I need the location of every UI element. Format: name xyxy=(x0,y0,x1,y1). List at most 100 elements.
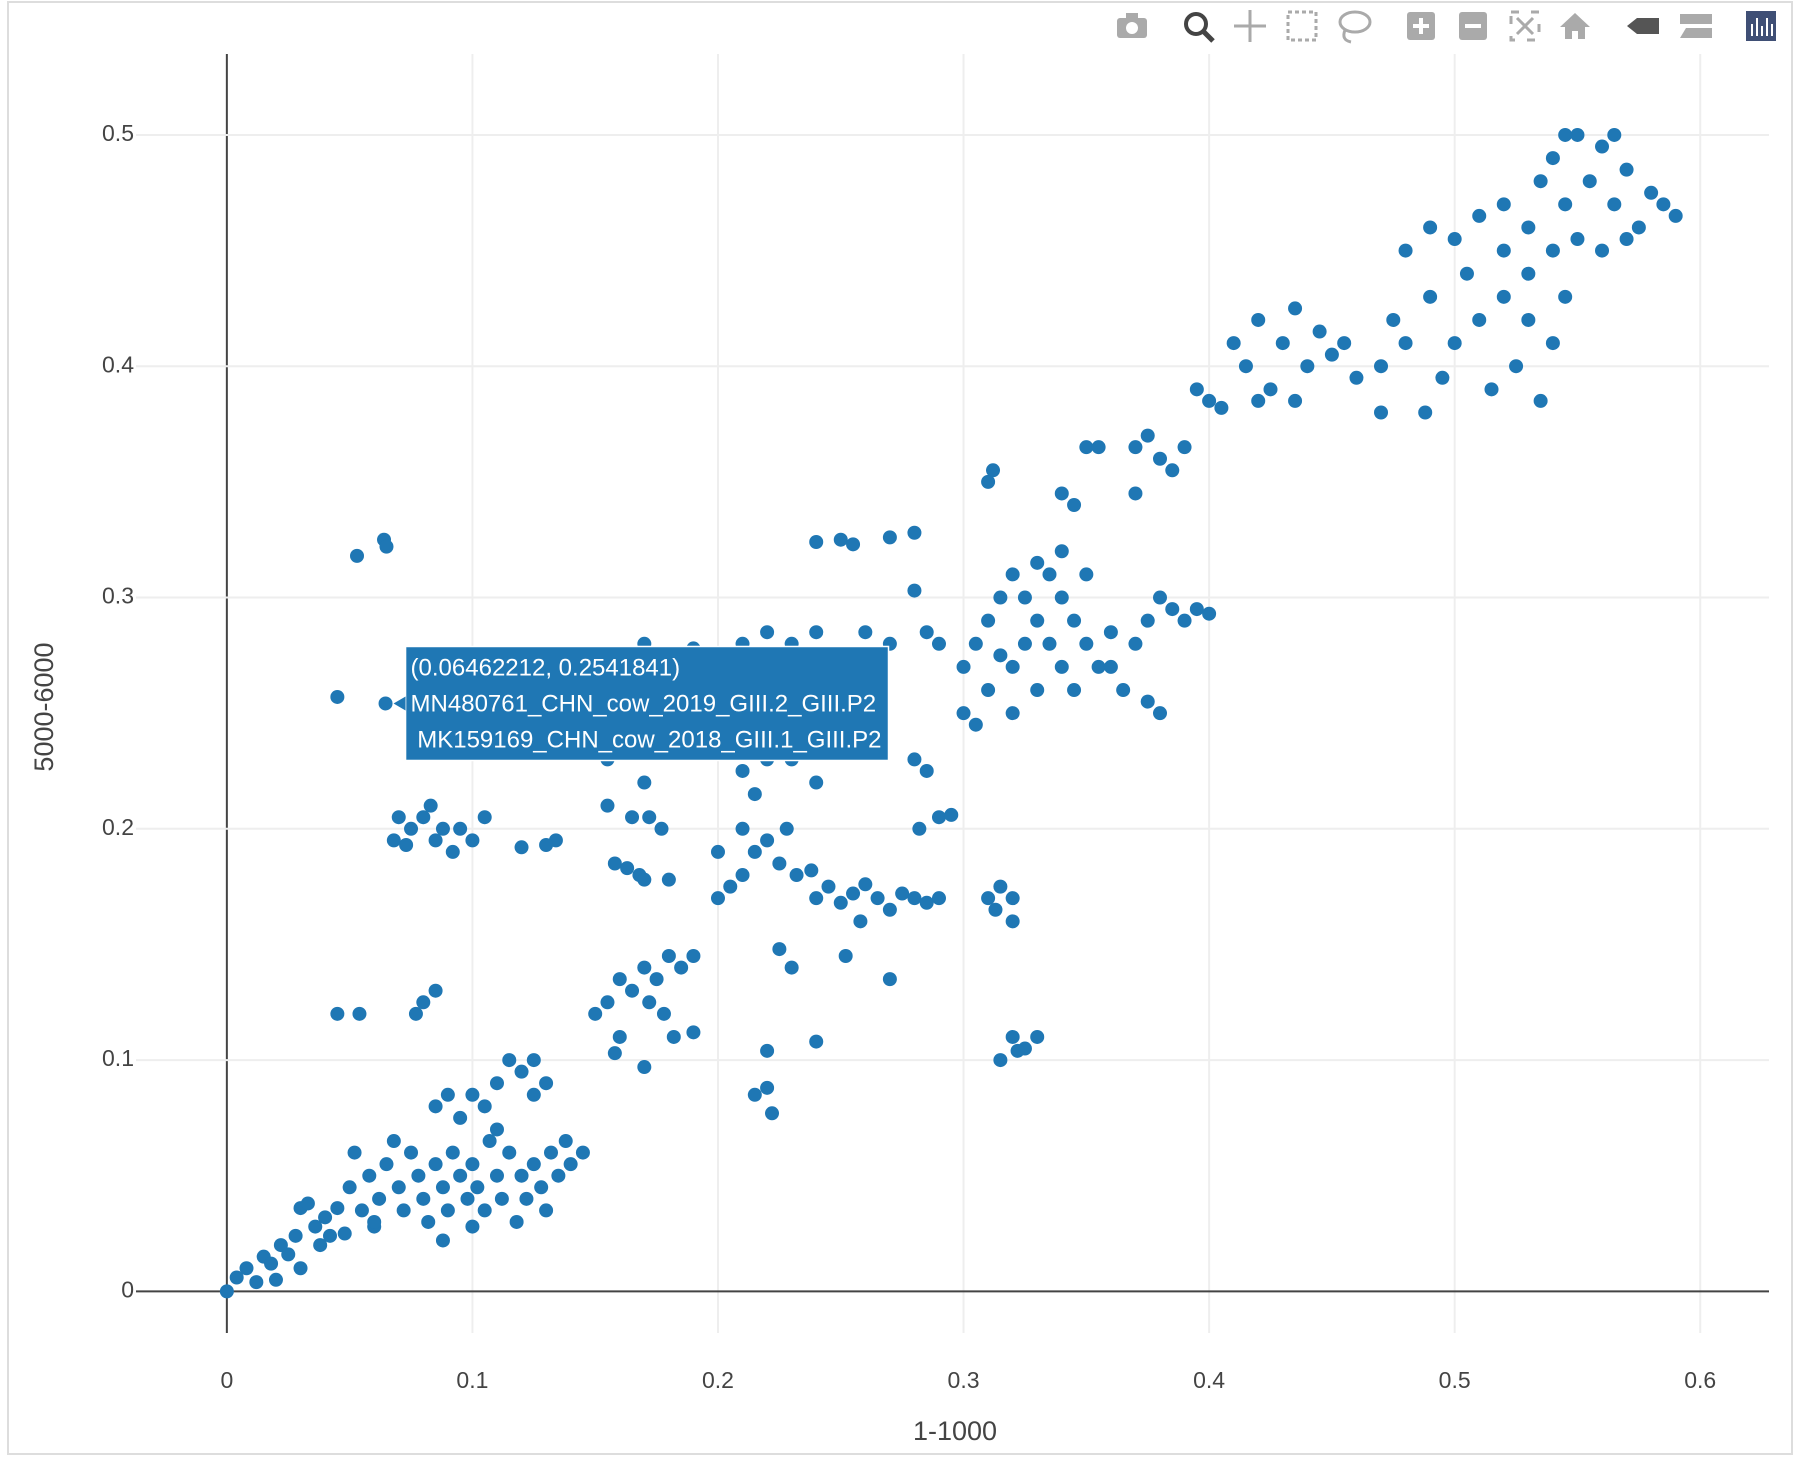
point xyxy=(404,1145,419,1160)
point xyxy=(465,1219,480,1234)
y-tick-label: 0.1 xyxy=(102,1045,134,1071)
point xyxy=(1091,440,1106,455)
point xyxy=(1558,127,1573,142)
point xyxy=(489,1076,504,1091)
point xyxy=(509,1214,524,1229)
point xyxy=(1472,208,1487,223)
point xyxy=(993,648,1008,663)
point xyxy=(1054,659,1069,674)
point xyxy=(435,821,450,836)
zoom-button[interactable] xyxy=(1184,12,1215,43)
tooltip-line: MN480761_CHN_cow_2019_GIII.2_GIII.P2 xyxy=(411,690,877,717)
point xyxy=(502,1053,517,1068)
point xyxy=(907,583,922,598)
point xyxy=(239,1261,254,1276)
pan-button[interactable] xyxy=(1234,10,1266,42)
point xyxy=(931,891,946,906)
point xyxy=(833,895,848,910)
point xyxy=(846,886,861,901)
point xyxy=(1005,891,1020,906)
spike-button[interactable] xyxy=(1627,18,1659,34)
zoom-out-button[interactable] xyxy=(1459,12,1487,40)
point xyxy=(372,1191,387,1206)
point xyxy=(993,879,1008,894)
point xyxy=(514,1168,529,1183)
point xyxy=(313,1238,328,1253)
point xyxy=(1251,312,1266,327)
point xyxy=(686,949,701,964)
point xyxy=(1153,590,1168,605)
point xyxy=(337,1226,352,1241)
reset-button[interactable] xyxy=(1560,13,1590,39)
point xyxy=(362,1168,377,1183)
point xyxy=(1054,486,1069,501)
camera-button[interactable] xyxy=(1117,13,1147,38)
y-tick-label: 0 xyxy=(121,1276,134,1302)
point xyxy=(519,1191,534,1206)
plotly-logo[interactable] xyxy=(1746,11,1776,41)
point xyxy=(1005,659,1020,674)
point xyxy=(1165,463,1180,478)
point xyxy=(735,868,750,883)
point xyxy=(514,840,529,855)
compare-button[interactable] xyxy=(1680,14,1712,38)
point xyxy=(760,1080,775,1095)
lasso-button[interactable] xyxy=(1338,10,1372,44)
point xyxy=(747,787,762,802)
point xyxy=(489,1168,504,1183)
point xyxy=(350,548,365,563)
point xyxy=(735,763,750,778)
point xyxy=(477,1203,492,1218)
point xyxy=(367,1214,382,1229)
point xyxy=(1533,393,1548,408)
point xyxy=(477,810,492,825)
point xyxy=(1386,312,1401,327)
y-axis-title: 5000-6000 xyxy=(29,642,59,771)
point xyxy=(322,1228,337,1243)
point xyxy=(809,1034,824,1049)
point xyxy=(281,1247,296,1262)
point xyxy=(1079,440,1094,455)
point xyxy=(968,636,983,651)
point xyxy=(465,1087,480,1102)
point xyxy=(1189,382,1204,397)
point xyxy=(1644,185,1659,200)
point xyxy=(330,1201,345,1216)
autoscale-button[interactable] xyxy=(1509,10,1541,42)
point xyxy=(249,1275,264,1290)
point xyxy=(765,1106,780,1121)
point xyxy=(396,1203,411,1218)
point xyxy=(661,949,676,964)
point xyxy=(656,1006,671,1021)
point xyxy=(1067,613,1082,628)
point xyxy=(391,810,406,825)
point xyxy=(956,706,971,721)
point xyxy=(453,1168,468,1183)
point xyxy=(575,1145,590,1160)
point xyxy=(428,1157,443,1172)
toolbar xyxy=(1117,10,1776,44)
point xyxy=(1447,232,1462,247)
point xyxy=(1030,555,1045,570)
point xyxy=(821,879,836,894)
point xyxy=(264,1256,279,1271)
point xyxy=(440,1087,455,1102)
point xyxy=(1042,567,1057,582)
box-select-button[interactable] xyxy=(1286,10,1318,42)
point xyxy=(293,1261,308,1276)
point xyxy=(428,833,443,848)
point xyxy=(747,844,762,859)
point xyxy=(735,821,750,836)
point xyxy=(470,1180,485,1195)
point xyxy=(1010,1043,1025,1058)
point xyxy=(760,1043,775,1058)
point xyxy=(1595,139,1610,154)
point xyxy=(612,972,627,987)
point xyxy=(465,1157,480,1172)
zoom-in-button[interactable] xyxy=(1407,12,1435,40)
point xyxy=(607,856,622,871)
point xyxy=(809,775,824,790)
point xyxy=(1484,382,1499,397)
point xyxy=(600,995,615,1010)
point xyxy=(489,1122,504,1137)
